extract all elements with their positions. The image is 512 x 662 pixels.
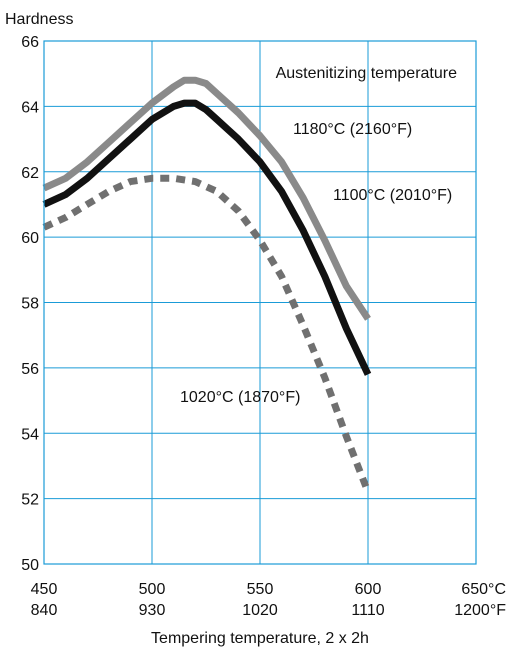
y-tick-label: 52 xyxy=(21,492,39,509)
y-axis-label: Hardness xyxy=(5,11,73,28)
x-tick-labels: 450 840 500 930 550 1020 600 1110 650°C 1200°F xyxy=(31,581,507,619)
series-label-1180: 1180°C (2160°F) xyxy=(293,121,412,138)
x-tick-label-c: 650°C xyxy=(461,581,506,598)
y-tick-label: 56 xyxy=(21,361,39,378)
y-tick-label: 66 xyxy=(21,34,39,51)
x-tick-label-c: 550 xyxy=(247,581,274,598)
x-tick-label-f: 1110 xyxy=(351,602,384,619)
y-tick-label: 64 xyxy=(21,99,39,116)
x-tick-label-f: 1020 xyxy=(242,602,278,619)
series-line-2 xyxy=(42,174,372,494)
x-tick-label-f: 930 xyxy=(139,602,166,619)
grid xyxy=(43,40,477,565)
y-tick-label: 58 xyxy=(21,296,39,313)
x-tick-label-c: 500 xyxy=(139,581,166,598)
x-tick-label-c: 600 xyxy=(355,581,382,598)
x-tick-label-f: 1200°F xyxy=(454,602,506,619)
series-group xyxy=(42,76,372,494)
y-tick-label: 54 xyxy=(21,426,39,443)
series-line-1 xyxy=(42,99,372,376)
series-label-1020: 1020°C (1870°F) xyxy=(180,389,300,406)
legend-title: Austenitizing temperature xyxy=(276,65,458,82)
x-tick-label-f: 840 xyxy=(31,602,58,619)
y-tick-labels: 50 52 54 56 58 60 62 64 66 xyxy=(21,34,39,574)
series-line-0 xyxy=(42,76,371,321)
y-tick-label: 62 xyxy=(21,165,39,182)
plot-frame xyxy=(43,40,477,565)
x-tick-label-c: 450 xyxy=(31,581,58,598)
y-tick-label: 60 xyxy=(21,230,39,247)
x-axis-label: Tempering temperature, 2 x 2h xyxy=(151,630,369,647)
series-labels: 1180°C (2160°F) 1100°C (2010°F) 1020°C (… xyxy=(180,121,452,406)
y-tick-label: 50 xyxy=(21,557,39,574)
series-label-1100: 1100°C (2010°F) xyxy=(333,187,452,204)
